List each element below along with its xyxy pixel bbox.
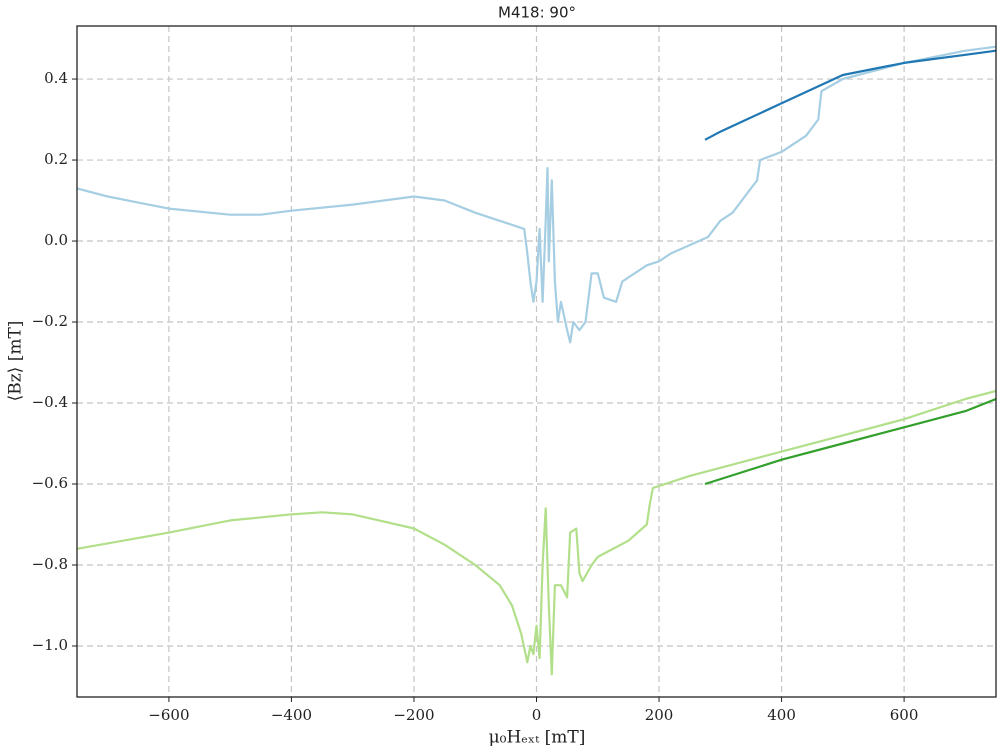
y-tick-label: 0.4 — [44, 69, 68, 87]
y-tick-label: −0.2 — [32, 312, 68, 330]
y-tick-label: −1.0 — [32, 636, 68, 654]
y-tick-label: −0.4 — [32, 393, 68, 411]
x-tick-label: 0 — [532, 706, 542, 724]
plot-frame — [76, 25, 997, 698]
series-line — [704, 397, 997, 486]
y-tick-label: 0.0 — [44, 231, 68, 249]
x-tick-label: 400 — [767, 706, 796, 724]
x-tick-label: −400 — [271, 706, 312, 724]
y-tick-label: −0.8 — [32, 555, 68, 573]
x-tick-label: −600 — [148, 706, 189, 724]
chart-title: M418: 90° — [498, 4, 576, 22]
series-line — [76, 389, 997, 676]
series-line — [76, 45, 997, 344]
x-tick-label: 600 — [890, 706, 919, 724]
x-axis-label: μ₀Hₑₓₜ [mT] — [489, 728, 586, 748]
y-tick-label: −0.6 — [32, 474, 68, 492]
y-tick-label: 0.2 — [44, 150, 68, 168]
series-line — [704, 49, 997, 141]
x-tick-label: 200 — [645, 706, 674, 724]
y-axis-label: ⟨Bz⟩ [mT] — [6, 321, 26, 402]
x-tick-label: −200 — [393, 706, 434, 724]
